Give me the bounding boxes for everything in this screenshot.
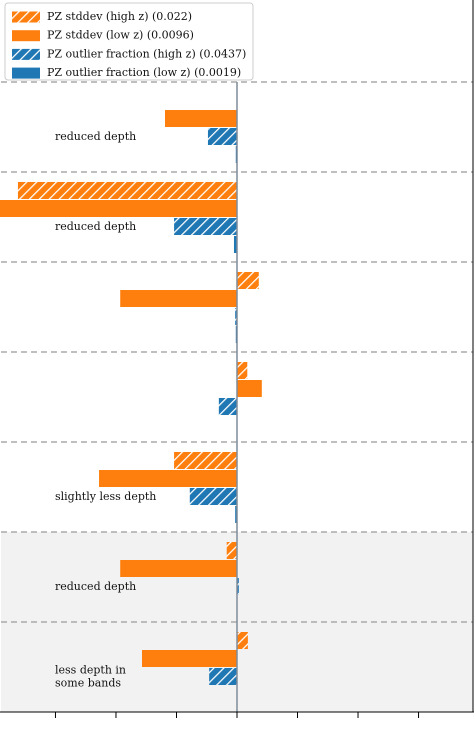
bar — [120, 290, 237, 307]
bar — [189, 488, 237, 505]
bar — [237, 362, 248, 379]
bar — [174, 452, 237, 469]
bar — [235, 506, 237, 523]
legend-box — [4, 2, 254, 81]
annotation: reduced depth — [55, 130, 136, 143]
bar — [17, 182, 238, 199]
legend-label: PZ stddev (low z) (0.0096) — [47, 29, 194, 42]
bar — [237, 272, 259, 289]
bar — [237, 632, 248, 649]
bar — [207, 128, 237, 145]
bar — [233, 236, 237, 253]
bar — [174, 218, 237, 235]
annotations: reduced depth reduced depth slightly less … — [55, 130, 156, 690]
bar — [237, 578, 239, 595]
legend-label: PZ stddev (high z) (0.022) — [47, 10, 192, 23]
bar — [218, 398, 237, 415]
annotation: slightly less depth — [55, 490, 156, 503]
bar — [164, 110, 237, 127]
legend-label: PZ outlier fraction (low z) (0.0019) — [47, 66, 241, 79]
bar — [120, 560, 237, 577]
annotation: less depth in — [55, 664, 126, 677]
bar — [141, 650, 237, 667]
annotation: reduced depth — [55, 220, 136, 233]
legend-label: PZ outlier fraction (high z) (0.0437) — [47, 47, 246, 60]
bar — [226, 542, 237, 559]
bar — [235, 308, 237, 325]
bars — [0, 110, 262, 685]
annotation: some bands — [55, 677, 121, 690]
bar — [0, 200, 238, 217]
bar — [237, 380, 262, 397]
legend: PZ stddev (high z) (0.022) PZ stddev (low… — [4, 2, 254, 81]
bar — [99, 470, 238, 487]
legend-swatch — [12, 30, 40, 42]
legend-swatch — [12, 48, 40, 60]
legend-swatch — [12, 11, 40, 23]
annotation: reduced depth — [55, 580, 136, 593]
legend-swatch — [12, 67, 40, 79]
bar — [209, 668, 237, 685]
